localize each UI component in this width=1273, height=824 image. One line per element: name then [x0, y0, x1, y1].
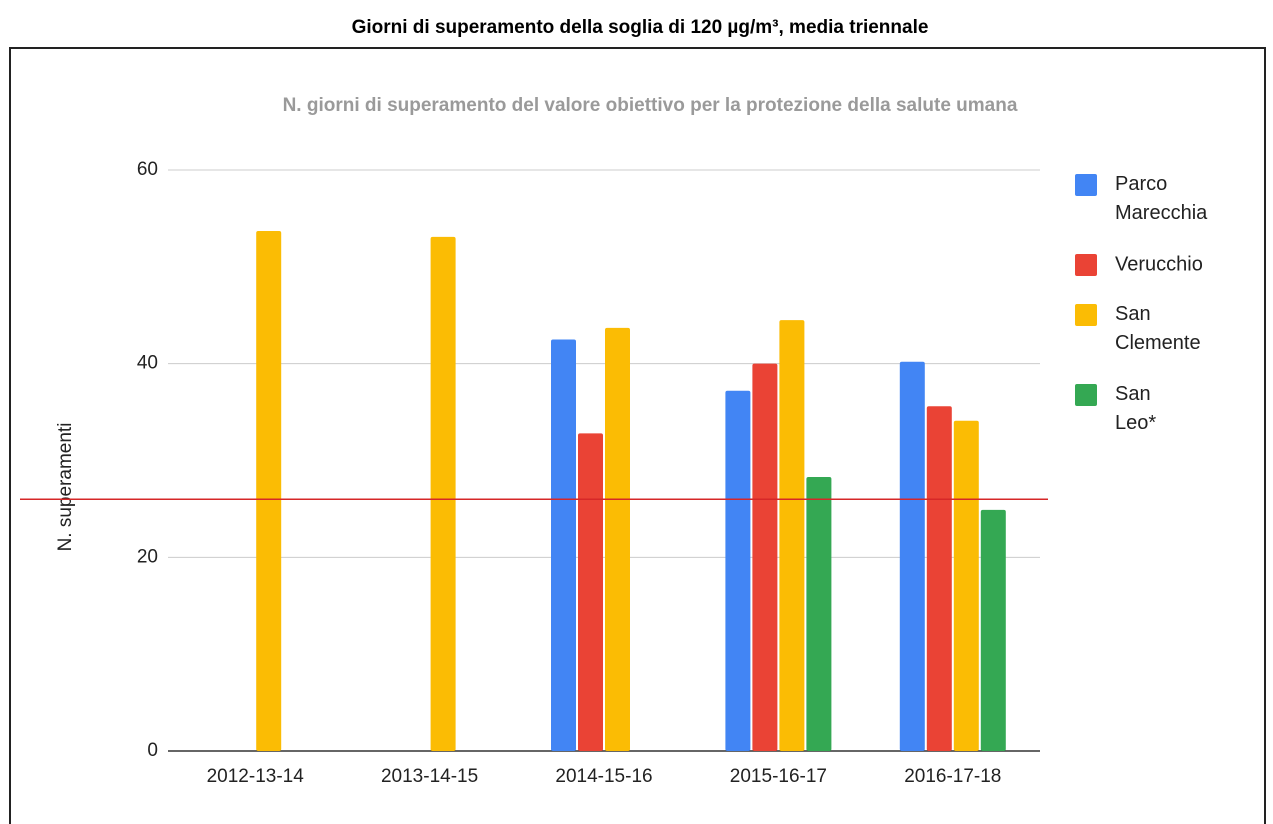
- chart-title: N. giorni di superamento del valore obie…: [283, 95, 1018, 116]
- legend-swatch: [1075, 254, 1097, 276]
- bar: [953, 420, 979, 751]
- bar: [256, 231, 282, 751]
- bar: [605, 327, 630, 751]
- y-axis-label: N. superamenti: [55, 423, 76, 552]
- y-tick-label: 40: [137, 353, 158, 374]
- bar: [926, 406, 952, 751]
- legend-label: Parco Marecchia: [1115, 173, 1208, 224]
- bar: [806, 476, 832, 751]
- bar: [725, 390, 751, 751]
- legend-swatch: [1075, 304, 1097, 326]
- bar: [899, 361, 925, 751]
- chart-frame: [9, 47, 1266, 824]
- bar: [551, 339, 576, 751]
- x-tick-label: 2016-17-18: [904, 766, 1001, 787]
- x-tick-label: 2014-15-16: [555, 766, 652, 787]
- legend-swatch: [1075, 384, 1097, 406]
- x-tick-label: 2013-14-15: [381, 766, 478, 787]
- legend-swatch: [1075, 174, 1097, 196]
- legend-label: San Clemente: [1115, 303, 1201, 354]
- bar: [578, 433, 603, 751]
- y-tick-label: 0: [147, 740, 158, 761]
- x-tick-label: 2015-16-17: [730, 766, 827, 787]
- bar: [779, 320, 805, 751]
- bar: [752, 363, 778, 751]
- bar: [430, 236, 456, 751]
- y-tick-label: 20: [137, 546, 158, 567]
- y-tick-label: 60: [137, 159, 158, 180]
- x-tick-label: 2012-13-14: [207, 766, 305, 787]
- legend-label: San Leo*: [1115, 383, 1156, 434]
- legend-label: Verucchio: [1115, 253, 1203, 275]
- bar: [980, 509, 1006, 751]
- page-title: Giorni di superamento della soglia di 12…: [352, 17, 929, 38]
